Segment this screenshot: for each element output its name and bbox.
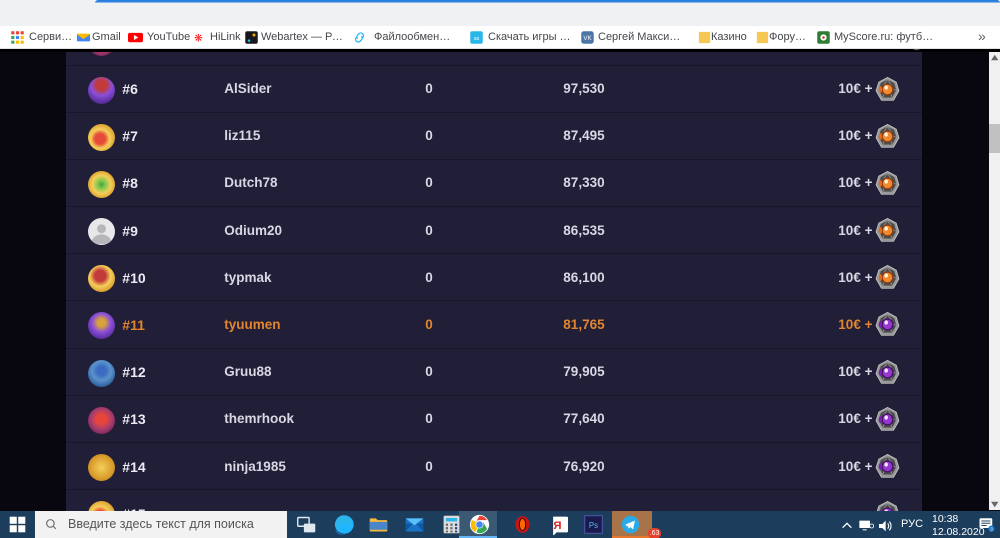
svg-text:3: 3 bbox=[990, 526, 993, 532]
svg-text:VK: VK bbox=[583, 35, 592, 42]
svg-text:❋: ❋ bbox=[194, 32, 203, 44]
svg-text:ss: ss bbox=[474, 36, 480, 42]
